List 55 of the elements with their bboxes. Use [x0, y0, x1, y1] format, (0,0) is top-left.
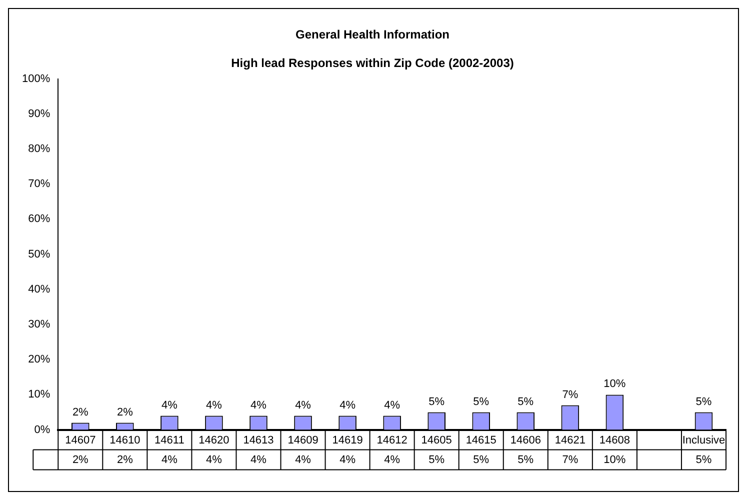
y-tick-label: 90% — [28, 108, 50, 120]
data-label: 5% — [696, 454, 712, 466]
x-tick-label: 14615 — [466, 434, 496, 446]
x-tick-label: 14605 — [421, 434, 452, 446]
text: 2% — [116, 406, 133, 418]
data-label: 4% — [340, 454, 356, 466]
text: 4% — [295, 399, 311, 412]
data-label: 10% — [604, 454, 626, 466]
y-tick-label: 40% — [28, 283, 50, 296]
text: 5% — [696, 396, 712, 408]
data-label: 4% — [161, 454, 178, 466]
data-label: 4% — [206, 454, 222, 466]
text: 4% — [340, 399, 356, 412]
y-tick-label: 30% — [28, 318, 50, 331]
y-tick-label: 80% — [28, 143, 50, 156]
data-label: 5% — [518, 454, 534, 466]
y-tick-label: 50% — [28, 248, 50, 260]
text: 10% — [604, 378, 626, 390]
data-label: 4% — [384, 454, 400, 466]
data-label: 4% — [295, 454, 312, 466]
y-tick-label: 60% — [28, 213, 50, 226]
text: 4% — [384, 399, 400, 412]
text: 4% — [161, 399, 178, 412]
text: 7% — [562, 388, 578, 401]
x-tick-label: 14619 — [332, 434, 363, 446]
x-tick-label: 14621 — [554, 434, 586, 446]
x-tick-label: Inclusive — [682, 434, 726, 446]
y-tick-label: 20% — [28, 354, 50, 366]
y-tick-label: 100% — [22, 72, 50, 85]
data-label: 7% — [562, 454, 578, 466]
y-tick-label: 70% — [28, 178, 50, 190]
x-tick-label: 14606 — [510, 434, 541, 446]
y-tick-label: 10% — [28, 388, 50, 401]
text: 4% — [206, 399, 222, 412]
data-label: 5% — [473, 454, 490, 466]
x-tick-label: 14611 — [154, 434, 184, 446]
text: 2% — [72, 406, 88, 418]
x-tick-label: 14607 — [65, 434, 96, 446]
text: 5% — [518, 396, 534, 408]
x-tick-label: 14609 — [288, 434, 318, 446]
y-tick-label: 0% — [34, 424, 50, 436]
data-label: 4% — [250, 454, 267, 466]
text: 5% — [473, 396, 490, 408]
chart-subtitle: High lead Responses within Zip Code (2002-2003) — [231, 56, 514, 70]
data-label: 2% — [116, 454, 134, 466]
chart-title: General Health Information — [295, 28, 450, 42]
text: 4% — [250, 399, 266, 412]
x-tick-label: 14608 — [599, 434, 630, 446]
x-tick-label: 14610 — [110, 434, 140, 446]
x-tick-label: 14613 — [243, 434, 274, 446]
data-label: 5% — [428, 454, 445, 466]
text: 5% — [428, 396, 445, 408]
x-tick-label: 14620 — [198, 434, 230, 446]
data-label: 2% — [72, 454, 89, 466]
x-tick-label: 14612 — [376, 434, 408, 446]
